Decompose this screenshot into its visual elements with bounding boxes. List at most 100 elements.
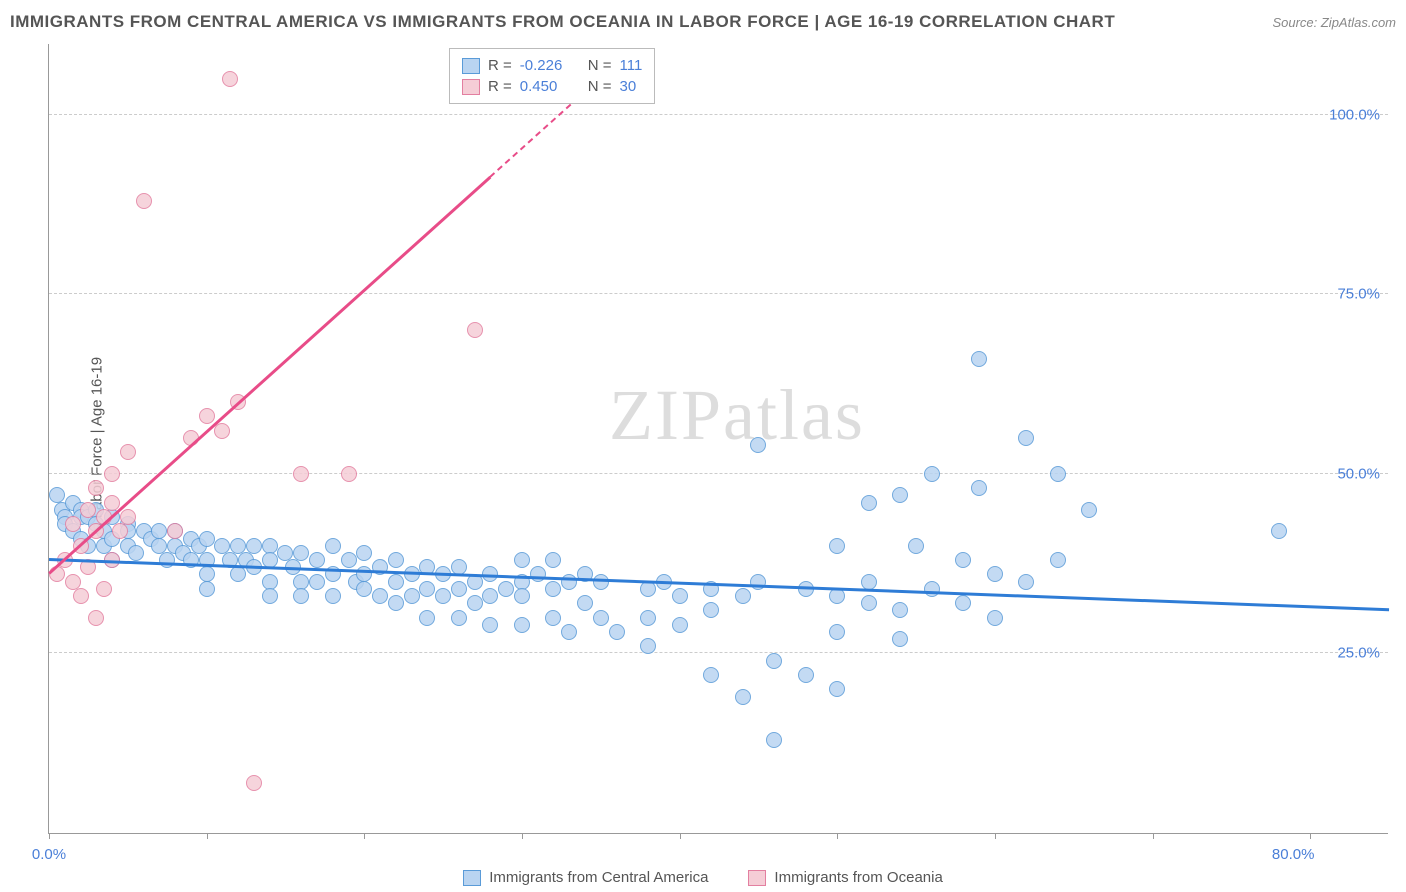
scatter-point (987, 566, 1003, 582)
scatter-point (640, 638, 656, 654)
scatter-point (199, 408, 215, 424)
scatter-point (1271, 523, 1287, 539)
scatter-point (356, 545, 372, 561)
scatter-point (1050, 466, 1066, 482)
scatter-point (482, 617, 498, 633)
scatter-point (514, 588, 530, 604)
scatter-point (672, 617, 688, 633)
scatter-point (73, 588, 89, 604)
scatter-point (798, 667, 814, 683)
legend-swatch (748, 870, 766, 886)
scatter-point (451, 581, 467, 597)
gridline (49, 652, 1388, 653)
x-tick-mark (1153, 833, 1154, 839)
scatter-point (530, 566, 546, 582)
scatter-point (388, 595, 404, 611)
x-tick-mark (364, 833, 365, 839)
y-tick-label: 25.0% (1337, 645, 1380, 662)
scatter-point (159, 552, 175, 568)
x-tick-mark (680, 833, 681, 839)
scatter-point (766, 732, 782, 748)
r-label: R = (488, 78, 512, 95)
scatter-point (128, 545, 144, 561)
gridline (49, 114, 1388, 115)
x-tick-mark (995, 833, 996, 839)
r-value: -0.226 (520, 57, 580, 74)
scatter-point (971, 480, 987, 496)
scatter-point (404, 588, 420, 604)
scatter-point (498, 581, 514, 597)
scatter-point (829, 538, 845, 554)
scatter-point (766, 653, 782, 669)
n-label: N = (588, 78, 612, 95)
x-tick-mark (522, 833, 523, 839)
scatter-point (971, 351, 987, 367)
scatter-point (735, 588, 751, 604)
source-label: Source: ZipAtlas.com (1272, 15, 1396, 30)
watermark: ZIPatlas (609, 374, 865, 457)
scatter-point (545, 581, 561, 597)
scatter-point (199, 531, 215, 547)
scatter-point (672, 588, 688, 604)
scatter-point (1018, 430, 1034, 446)
scatter-point (419, 610, 435, 626)
scatter-point (1018, 574, 1034, 590)
scatter-point (222, 71, 238, 87)
scatter-point (467, 322, 483, 338)
n-value: 30 (620, 78, 637, 95)
scatter-point (577, 595, 593, 611)
scatter-point (750, 437, 766, 453)
chart-title: IMMIGRANTS FROM CENTRAL AMERICA VS IMMIG… (10, 12, 1115, 32)
trend-line (48, 176, 491, 574)
scatter-point (88, 610, 104, 626)
scatter-point (924, 581, 940, 597)
y-tick-label: 50.0% (1337, 465, 1380, 482)
legend-swatch (462, 58, 480, 74)
scatter-point (388, 574, 404, 590)
x-tick-mark (1310, 833, 1311, 839)
scatter-point (120, 444, 136, 460)
scatter-point (309, 574, 325, 590)
n-value: 111 (620, 57, 643, 74)
scatter-point (924, 466, 940, 482)
x-tick-mark (49, 833, 50, 839)
scatter-point (167, 523, 183, 539)
x-tick-label: 80.0% (1272, 846, 1315, 863)
x-tick-mark (207, 833, 208, 839)
scatter-point (199, 581, 215, 597)
title-bar: IMMIGRANTS FROM CENTRAL AMERICA VS IMMIG… (10, 8, 1396, 36)
scatter-point (1050, 552, 1066, 568)
scatter-point (325, 588, 341, 604)
scatter-point (293, 545, 309, 561)
scatter-point (514, 552, 530, 568)
scatter-point (545, 552, 561, 568)
scatter-point (451, 610, 467, 626)
x-tick-label: 0.0% (32, 846, 66, 863)
scatter-point (404, 566, 420, 582)
legend-swatch (463, 870, 481, 886)
trend-line (49, 558, 1389, 611)
scatter-point (955, 552, 971, 568)
scatter-point (561, 574, 577, 590)
scatter-point (372, 588, 388, 604)
scatter-point (955, 595, 971, 611)
scatter-point (609, 624, 625, 640)
plot-area: ZIPatlas 25.0%50.0%75.0%100.0%0.0%80.0%R… (48, 44, 1388, 834)
legend-item: Immigrants from Oceania (748, 869, 942, 886)
scatter-point (593, 610, 609, 626)
y-tick-label: 75.0% (1337, 286, 1380, 303)
scatter-point (88, 480, 104, 496)
scatter-point (112, 523, 128, 539)
scatter-point (482, 588, 498, 604)
scatter-point (1081, 502, 1097, 518)
legend-row: R =-0.226N =111 (462, 55, 642, 76)
legend-label: Immigrants from Oceania (774, 869, 942, 886)
scatter-point (120, 509, 136, 525)
scatter-point (230, 566, 246, 582)
legend-swatch (462, 79, 480, 95)
scatter-point (545, 610, 561, 626)
n-label: N = (588, 57, 612, 74)
scatter-point (892, 487, 908, 503)
scatter-point (246, 775, 262, 791)
scatter-point (892, 631, 908, 647)
